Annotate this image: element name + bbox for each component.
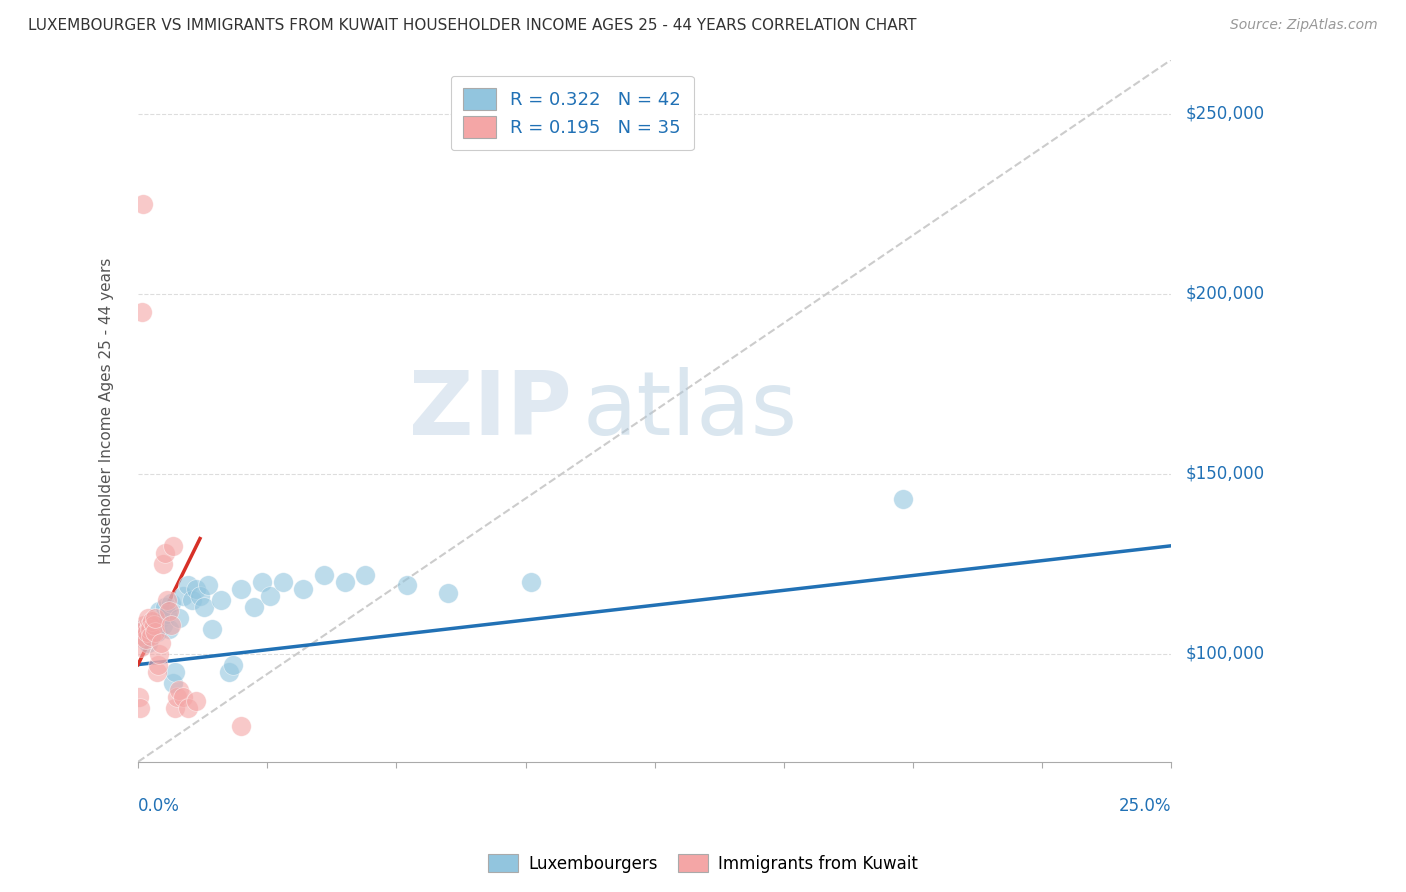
Point xyxy=(201,622,224,636)
Text: ZIP: ZIP xyxy=(409,368,572,454)
Point xyxy=(135,632,157,647)
Point xyxy=(193,599,215,614)
Point xyxy=(184,582,207,596)
Point xyxy=(129,701,152,715)
Point xyxy=(141,615,163,629)
Point xyxy=(136,636,159,650)
Point xyxy=(149,611,172,625)
Text: $250,000: $250,000 xyxy=(1185,104,1264,122)
Point xyxy=(139,622,162,636)
Point xyxy=(231,719,253,733)
Point xyxy=(152,618,174,632)
Point xyxy=(166,690,188,704)
Point xyxy=(153,546,176,560)
Text: Source: ZipAtlas.com: Source: ZipAtlas.com xyxy=(1230,18,1378,32)
Point xyxy=(148,604,170,618)
Point xyxy=(172,690,194,704)
Point xyxy=(157,622,180,636)
Point xyxy=(160,618,183,632)
Point xyxy=(143,611,166,625)
Point xyxy=(176,578,198,592)
Text: $100,000: $100,000 xyxy=(1185,645,1264,663)
Point xyxy=(142,618,165,632)
Point xyxy=(169,611,191,625)
Point xyxy=(135,625,157,640)
Point xyxy=(354,567,377,582)
Point xyxy=(184,693,207,707)
Point xyxy=(156,607,179,622)
Point xyxy=(148,647,170,661)
Point xyxy=(165,701,187,715)
Point xyxy=(395,578,418,592)
Point xyxy=(131,622,153,636)
Point xyxy=(271,574,294,589)
Point xyxy=(176,701,198,715)
Text: $150,000: $150,000 xyxy=(1185,465,1264,483)
Point xyxy=(160,596,183,610)
Legend: R = 0.322   N = 42, R = 0.195   N = 35: R = 0.322 N = 42, R = 0.195 N = 35 xyxy=(450,76,693,151)
Point xyxy=(134,622,156,636)
Point xyxy=(169,682,191,697)
Point xyxy=(519,574,541,589)
Point xyxy=(259,589,281,603)
Point xyxy=(209,592,232,607)
Point xyxy=(145,665,167,679)
Point xyxy=(162,675,184,690)
Point xyxy=(136,611,159,625)
Point xyxy=(131,304,153,318)
Point xyxy=(129,640,152,654)
Text: atlas: atlas xyxy=(582,368,797,454)
Point xyxy=(222,657,245,672)
Text: 0.0%: 0.0% xyxy=(138,797,180,814)
Point xyxy=(188,589,211,603)
Point xyxy=(172,589,194,603)
Point xyxy=(128,690,150,704)
Point xyxy=(139,622,162,636)
Point xyxy=(218,665,240,679)
Point xyxy=(333,574,356,589)
Point xyxy=(136,625,159,640)
Point xyxy=(231,582,253,596)
Text: $200,000: $200,000 xyxy=(1185,285,1264,302)
Point xyxy=(149,636,172,650)
Y-axis label: Householder Income Ages 25 - 44 years: Householder Income Ages 25 - 44 years xyxy=(100,258,114,564)
Point xyxy=(891,491,914,506)
Point xyxy=(250,574,273,589)
Point xyxy=(132,196,155,211)
Point xyxy=(145,625,167,640)
Point xyxy=(153,599,176,614)
Point xyxy=(141,615,163,629)
Point xyxy=(129,629,152,643)
Point xyxy=(143,618,166,632)
Point xyxy=(292,582,315,596)
Point xyxy=(146,657,169,672)
Point xyxy=(197,578,219,592)
Point xyxy=(312,567,335,582)
Point xyxy=(141,629,163,643)
Point xyxy=(180,592,202,607)
Point xyxy=(437,585,460,599)
Point xyxy=(162,539,184,553)
Point xyxy=(152,557,174,571)
Point xyxy=(134,618,156,632)
Point xyxy=(156,592,179,607)
Text: LUXEMBOURGER VS IMMIGRANTS FROM KUWAIT HOUSEHOLDER INCOME AGES 25 - 44 YEARS COR: LUXEMBOURGER VS IMMIGRANTS FROM KUWAIT H… xyxy=(28,18,917,33)
Point xyxy=(165,665,187,679)
Point xyxy=(138,618,160,632)
Point xyxy=(134,632,156,647)
Text: 25.0%: 25.0% xyxy=(1119,797,1171,814)
Point xyxy=(143,625,166,640)
Point xyxy=(157,604,180,618)
Point xyxy=(242,599,264,614)
Legend: Luxembourgers, Immigrants from Kuwait: Luxembourgers, Immigrants from Kuwait xyxy=(482,847,924,880)
